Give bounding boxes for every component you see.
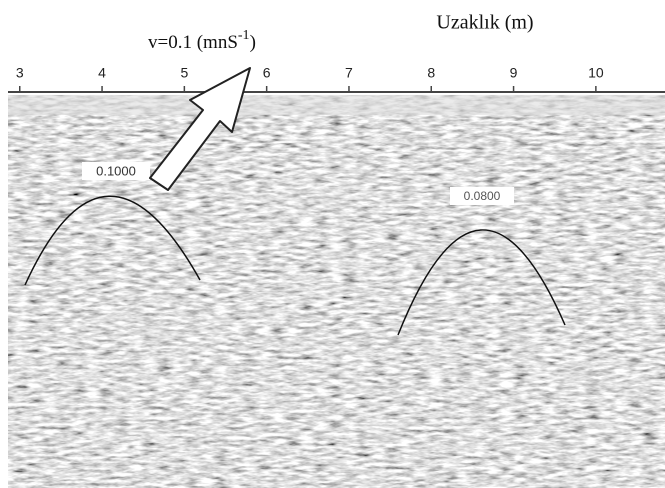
velocity-annotation: v=0.1 (mnS-1) bbox=[148, 28, 256, 53]
hyperbola-fit bbox=[24, 195, 201, 286]
x-tick-label: 10 bbox=[588, 65, 604, 81]
label-box bbox=[450, 187, 514, 205]
arrow bbox=[149, 67, 251, 191]
x-tick-label: 7 bbox=[345, 65, 353, 81]
label-box bbox=[82, 162, 150, 180]
air-wave-band bbox=[8, 95, 665, 115]
x-tick-label: 4 bbox=[98, 65, 106, 81]
x-tick-label: 8 bbox=[427, 65, 435, 81]
annotation-superscript: -1 bbox=[238, 28, 250, 43]
x-tick-label: 3 bbox=[16, 65, 24, 81]
hyperbola-fit bbox=[397, 229, 566, 336]
annotation-close: ) bbox=[250, 32, 256, 53]
annotation-text: v=0.1 (mnS bbox=[148, 32, 238, 53]
axis-label: Uzaklık (m) bbox=[436, 12, 533, 34]
hyperbola-label: 0.1000 bbox=[96, 163, 136, 178]
hyperbola-label: 0.0800 bbox=[464, 189, 501, 203]
x-tick-label: 9 bbox=[510, 65, 518, 81]
radargram-texture bbox=[8, 95, 665, 488]
x-tick-label: 5 bbox=[180, 65, 188, 81]
x-tick-label: 6 bbox=[263, 65, 271, 81]
